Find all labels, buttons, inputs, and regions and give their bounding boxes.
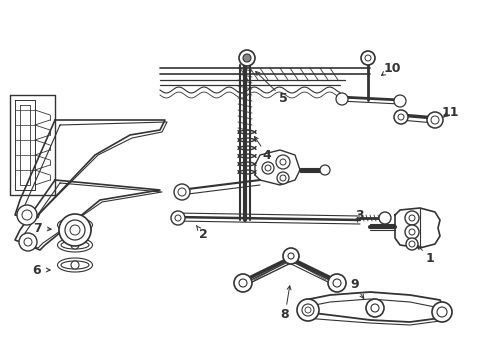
Circle shape — [305, 307, 310, 313]
Circle shape — [24, 238, 32, 246]
Circle shape — [280, 159, 285, 165]
Circle shape — [22, 210, 32, 220]
Circle shape — [174, 184, 190, 200]
Circle shape — [408, 229, 414, 235]
Circle shape — [364, 55, 370, 61]
Circle shape — [71, 241, 79, 249]
Circle shape — [243, 54, 250, 62]
Circle shape — [404, 225, 418, 239]
Circle shape — [287, 253, 293, 259]
Circle shape — [302, 304, 313, 316]
Circle shape — [17, 205, 37, 225]
Circle shape — [171, 211, 184, 225]
Circle shape — [426, 112, 442, 128]
Circle shape — [70, 225, 80, 235]
Circle shape — [378, 212, 390, 224]
Circle shape — [275, 155, 289, 169]
Circle shape — [404, 211, 418, 225]
Circle shape — [405, 238, 417, 250]
Circle shape — [59, 214, 91, 246]
Circle shape — [71, 221, 79, 229]
Circle shape — [327, 274, 346, 292]
Circle shape — [332, 279, 340, 287]
Text: 1: 1 — [425, 252, 433, 265]
Circle shape — [239, 50, 254, 66]
Text: 7: 7 — [33, 221, 41, 234]
Circle shape — [19, 233, 37, 251]
Circle shape — [71, 261, 79, 269]
Circle shape — [360, 51, 374, 65]
Circle shape — [178, 188, 185, 196]
Circle shape — [393, 110, 407, 124]
Circle shape — [397, 114, 403, 120]
Circle shape — [430, 116, 438, 124]
Circle shape — [262, 162, 273, 174]
Text: 9: 9 — [350, 279, 359, 292]
Circle shape — [65, 220, 85, 240]
Circle shape — [283, 248, 298, 264]
Circle shape — [365, 299, 383, 317]
Text: 5: 5 — [278, 91, 287, 104]
Circle shape — [264, 165, 270, 171]
Circle shape — [431, 302, 451, 322]
Text: 11: 11 — [440, 105, 458, 118]
Circle shape — [408, 241, 414, 247]
Circle shape — [239, 279, 246, 287]
Circle shape — [370, 304, 378, 312]
Circle shape — [234, 274, 251, 292]
Circle shape — [175, 215, 181, 221]
Text: 6: 6 — [33, 264, 41, 276]
Text: 3: 3 — [355, 208, 364, 221]
Circle shape — [276, 172, 288, 184]
Text: 4: 4 — [262, 149, 271, 162]
Circle shape — [280, 175, 285, 181]
Text: 8: 8 — [280, 309, 289, 321]
Text: 10: 10 — [383, 62, 400, 75]
Circle shape — [393, 95, 405, 107]
Circle shape — [335, 93, 347, 105]
Circle shape — [296, 299, 318, 321]
Circle shape — [408, 215, 414, 221]
Text: 2: 2 — [198, 228, 207, 240]
Circle shape — [319, 165, 329, 175]
Circle shape — [436, 307, 446, 317]
